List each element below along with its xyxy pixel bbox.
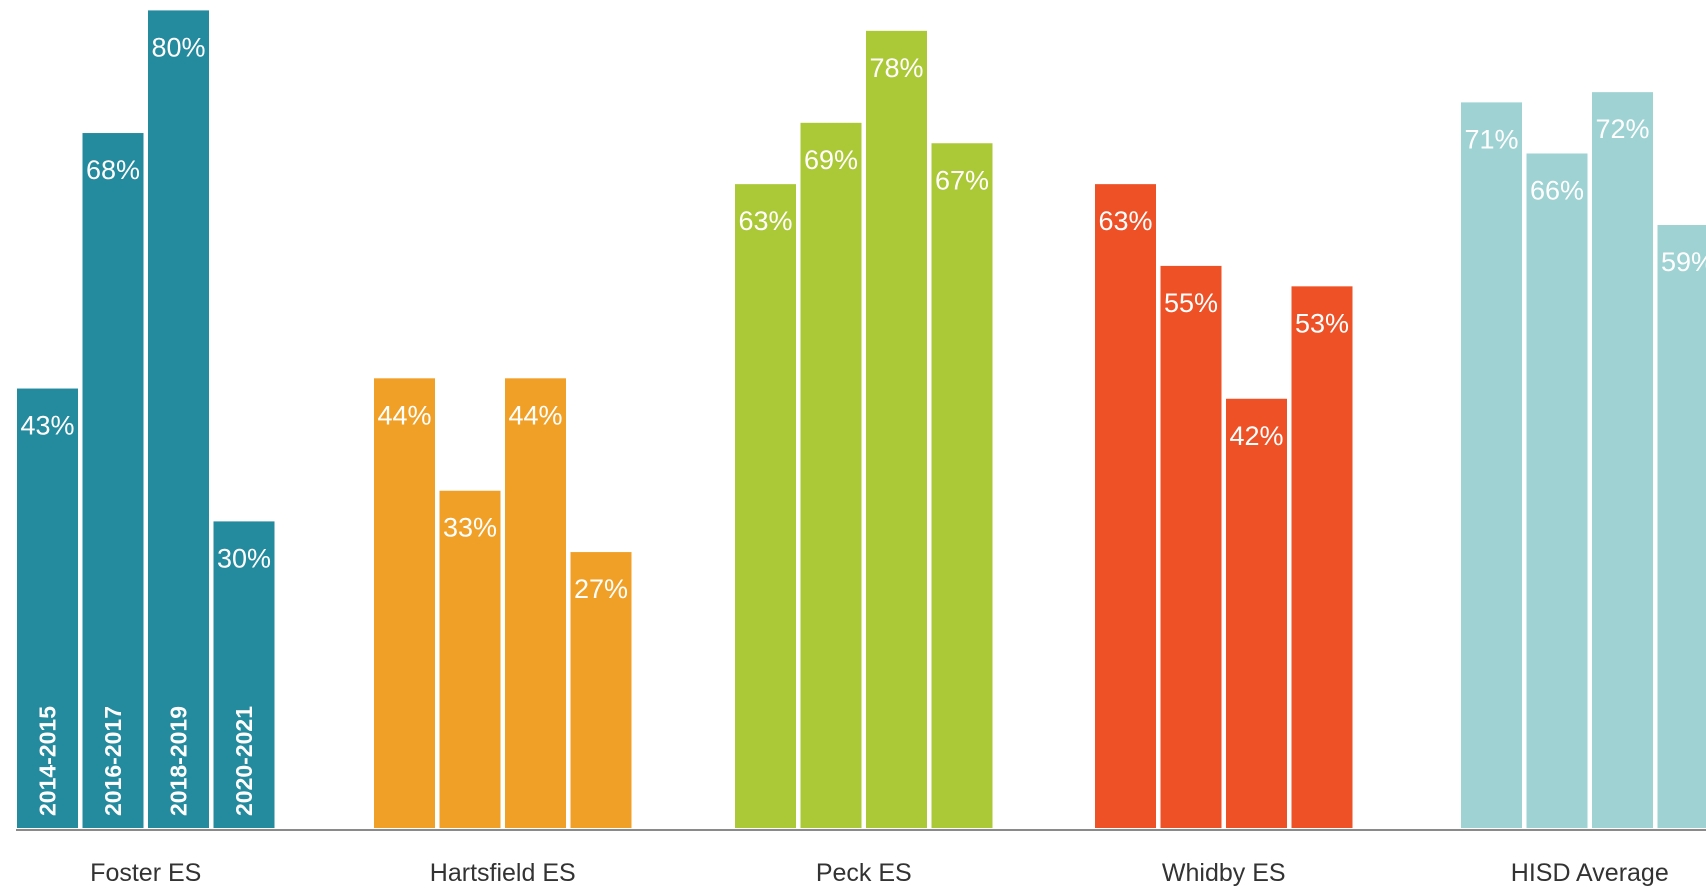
value-label-foster-es-2016-2017: 68%: [86, 155, 140, 185]
labels-layer: 43% 2014-2015 68% 2016-2017 80% 2018-2019 30% 2…: [20, 32, 1706, 816]
value-label-peck-es-2018-2019: 78%: [869, 53, 923, 83]
series-label-2014-2015: 2014-2015: [35, 706, 61, 816]
value-label-hartsfield-es-2020-2021: 27%: [574, 574, 628, 604]
bar-hisd-average-2014-2015: [1461, 102, 1522, 828]
category-label-foster-es: Foster ES: [90, 859, 201, 887]
bar-hisd-average-2016-2017: [1526, 153, 1588, 829]
bar-hartsfield-es-2020-2021: [570, 552, 632, 828]
bar-foster-es-2014-2015: [17, 388, 78, 828]
bar-whidby-es-2020-2021: [1291, 286, 1353, 829]
category-label-hisd-average: HISD Average: [1511, 859, 1669, 887]
value-label-hisd-average-2014-2015: 71%: [1464, 124, 1518, 154]
value-label-peck-es-2016-2017: 69%: [804, 145, 858, 175]
value-label-whidby-es-2020-2021: 53%: [1295, 308, 1349, 338]
category-labels-layer: Foster ES Hartsfield ES Peck ES Whidby ES HI…: [90, 859, 1669, 887]
value-label-hisd-average-2020-2021: 59%: [1661, 247, 1706, 277]
value-label-whidby-es-2016-2017: 55%: [1164, 288, 1218, 318]
value-label-hartsfield-es-2018-2019: 44%: [508, 400, 562, 430]
value-label-whidby-es-2018-2019: 42%: [1229, 421, 1283, 451]
bar-whidby-es-2018-2019: [1226, 398, 1287, 828]
bar-peck-es-2016-2017: [800, 122, 862, 828]
value-label-peck-es-2020-2021: 67%: [935, 165, 989, 195]
bar-hisd-average-2020-2021: [1657, 225, 1706, 828]
value-label-foster-es-2020-2021: 30%: [217, 543, 271, 573]
value-label-hartsfield-es-2014-2015: 44%: [377, 400, 431, 430]
bar-hartsfield-es-2014-2015: [374, 378, 435, 828]
bar-hartsfield-es-2016-2017: [439, 490, 501, 828]
bar-foster-es-2018-2019: [148, 10, 209, 828]
series-label-2016-2017: 2016-2017: [100, 706, 126, 816]
value-label-whidby-es-2014-2015: 63%: [1098, 206, 1152, 236]
bar-peck-es-2020-2021: [931, 143, 993, 828]
bar-hisd-average-2018-2019: [1592, 92, 1653, 828]
bar-peck-es-2018-2019: [866, 30, 927, 828]
series-label-2018-2019: 2018-2019: [166, 706, 192, 816]
bar-foster-es-2020-2021: [213, 521, 275, 828]
value-label-hartsfield-es-2016-2017: 33%: [443, 513, 497, 543]
value-label-hisd-average-2018-2019: 72%: [1595, 114, 1649, 144]
value-label-peck-es-2014-2015: 63%: [738, 206, 792, 236]
bars-layer: [17, 10, 1706, 829]
value-label-hisd-average-2016-2017: 66%: [1530, 175, 1584, 205]
bar-whidby-es-2014-2015: [1095, 184, 1156, 828]
bar-peck-es-2014-2015: [735, 184, 796, 828]
bar-whidby-es-2016-2017: [1160, 265, 1222, 828]
value-label-foster-es-2014-2015: 43%: [20, 411, 74, 441]
value-label-foster-es-2018-2019: 80%: [151, 32, 205, 62]
category-label-whidby-es: Whidby ES: [1162, 859, 1286, 887]
bar-hartsfield-es-2018-2019: [505, 378, 566, 828]
series-label-2020-2021: 2020-2021: [231, 706, 257, 816]
category-label-peck-es: Peck ES: [816, 859, 912, 887]
bar-foster-es-2016-2017: [82, 133, 144, 829]
category-label-hartsfield-es: Hartsfield ES: [430, 859, 576, 887]
